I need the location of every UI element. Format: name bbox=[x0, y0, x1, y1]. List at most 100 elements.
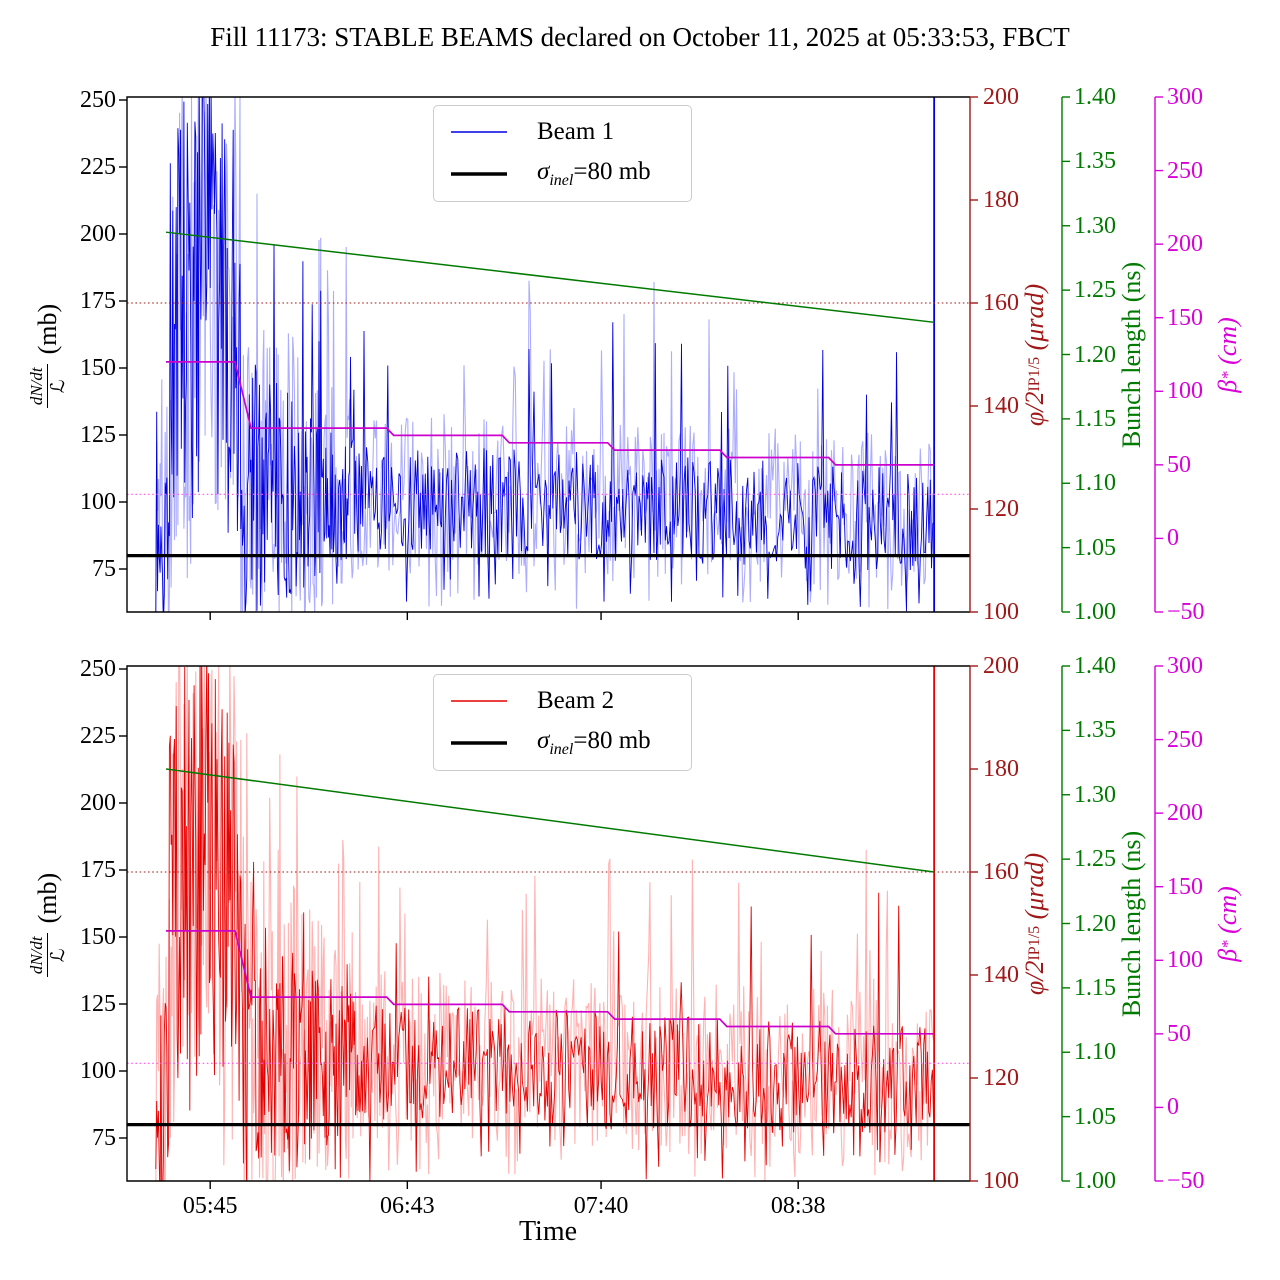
crossing-angle-symbol: φ/2 bbox=[1020, 391, 1049, 427]
bunch-length-label-text: Bunch length (ns) bbox=[1117, 261, 1146, 449]
sigma-value: =80 mb bbox=[573, 727, 651, 754]
crossing-tick-label: 120 bbox=[983, 1065, 1019, 1091]
beta-tick-label: 150 bbox=[1167, 304, 1203, 331]
crossing-tick-label: 180 bbox=[983, 187, 1019, 213]
crossing-tick-label: 160 bbox=[983, 859, 1019, 885]
crossing-angle-axis-label-top: φ/2 IP1/5 (μrad) bbox=[1010, 225, 1060, 485]
bunch-length-line bbox=[165, 768, 935, 873]
bunch-tick-label: 1.15 bbox=[1074, 974, 1116, 1001]
bunch-tick-label: 1.05 bbox=[1074, 534, 1116, 561]
beta-unit: (cm) bbox=[1213, 317, 1242, 365]
bunch-tick-label: 1.35 bbox=[1074, 717, 1116, 744]
left-tick-label: 100 bbox=[80, 489, 116, 515]
left-tick-label: 125 bbox=[80, 422, 116, 448]
subplot-top bbox=[119, 96, 1163, 620]
crossing-tick-label: 160 bbox=[983, 290, 1019, 316]
legend-beam-label: Beam 2 bbox=[537, 687, 615, 714]
bunch-tick-label: 1.10 bbox=[1074, 470, 1116, 497]
bunch-tick-label: 1.10 bbox=[1074, 1039, 1116, 1066]
beam1-legend-line bbox=[451, 131, 507, 133]
legend-bottom: Beam 2 σinel=80 mb bbox=[433, 674, 692, 771]
crossing-angle-unit: (μrad) bbox=[1020, 283, 1049, 351]
beta-unit: (cm) bbox=[1213, 886, 1242, 934]
x-tick-label: 05:45 bbox=[182, 1193, 238, 1219]
beta-star-step-line bbox=[166, 930, 935, 1035]
bunch-tick-label: 1.05 bbox=[1074, 1103, 1116, 1130]
legend-beam-label: Beam 1 bbox=[537, 118, 615, 145]
bunch-tick-label: 1.00 bbox=[1074, 599, 1116, 625]
left-tick-label: 225 bbox=[80, 723, 116, 749]
left-tick-label: 250 bbox=[80, 87, 116, 113]
legend-top: Beam 1 σinel=80 mb bbox=[433, 105, 692, 202]
bunch-tick-label: 1.40 bbox=[1074, 84, 1116, 110]
legend-sigma-label: σinel=80 mb bbox=[537, 727, 651, 759]
beam-trace-light bbox=[155, 97, 935, 612]
beta-tick-label: 50 bbox=[1167, 1020, 1191, 1047]
crossing-angle-unit: (μrad) bbox=[1020, 852, 1049, 920]
crossing-angle-subscript: IP1/5 bbox=[1026, 356, 1043, 392]
beta-tick-label: 100 bbox=[1167, 378, 1203, 405]
left-tick-label: 175 bbox=[80, 857, 116, 883]
sigma-legend-line bbox=[451, 741, 507, 745]
beam2-legend-line bbox=[451, 700, 507, 702]
sigma-subscript: inel bbox=[549, 172, 574, 189]
crossing-angle-symbol: φ/2 bbox=[1020, 960, 1049, 996]
bunch-tick-label: 1.35 bbox=[1074, 148, 1116, 175]
crossing-tick-label: 180 bbox=[983, 756, 1019, 782]
left-tick-label: 200 bbox=[80, 790, 116, 816]
beta-tick-label: −50 bbox=[1167, 1167, 1205, 1194]
sigma-legend-line bbox=[451, 172, 507, 176]
left-tick-label: 150 bbox=[80, 355, 116, 381]
beam-trace bbox=[155, 666, 935, 1181]
beta-star-superscript: * bbox=[1218, 371, 1237, 380]
left-tick-label: 125 bbox=[80, 991, 116, 1017]
bunch-tick-label: 1.15 bbox=[1074, 405, 1116, 432]
crossing-tick-label: 140 bbox=[983, 962, 1019, 988]
beta-tick-label: 100 bbox=[1167, 947, 1203, 974]
left-tick-label: 250 bbox=[80, 656, 116, 682]
axes-spines bbox=[126, 665, 970, 1182]
bunch-tick-label: 1.25 bbox=[1074, 846, 1116, 873]
beta-tick-label: 300 bbox=[1167, 84, 1203, 110]
sigma-symbol: σ bbox=[537, 727, 550, 754]
beta-tick-label: 200 bbox=[1167, 231, 1203, 258]
bunch-length-line bbox=[165, 231, 935, 324]
x-tick-label: 06:43 bbox=[379, 1193, 435, 1219]
beta-tick-label: −50 bbox=[1167, 598, 1205, 625]
left-tick-label: 100 bbox=[80, 1058, 116, 1084]
crossing-tick-label: 120 bbox=[983, 496, 1019, 522]
subplot-bottom bbox=[119, 665, 1163, 1189]
beta-tick-label: 200 bbox=[1167, 800, 1203, 827]
left-tick-label: 150 bbox=[80, 924, 116, 950]
crossing-tick-label: 100 bbox=[983, 1168, 1019, 1194]
axes-spines bbox=[126, 96, 970, 613]
bunch-tick-label: 1.30 bbox=[1074, 212, 1116, 239]
beta-tick-label: 250 bbox=[1167, 726, 1203, 753]
sigma-value: =80 mb bbox=[573, 158, 651, 185]
left-tick-label: 175 bbox=[80, 288, 116, 314]
legend-sigma-label: σinel=80 mb bbox=[537, 158, 651, 190]
beta-tick-label: 0 bbox=[1167, 525, 1179, 552]
beta-star-step-line bbox=[166, 361, 935, 466]
x-tick-label: 08:38 bbox=[770, 1193, 826, 1219]
crossing-angle-axis-label-bottom: φ/2 IP1/5 (μrad) bbox=[1010, 794, 1060, 1054]
sigma-symbol: σ bbox=[537, 158, 550, 185]
beta-star-axis-label-bottom: β * (cm) bbox=[1203, 794, 1253, 1054]
bunch-tick-label: 1.20 bbox=[1074, 910, 1116, 937]
bunch-tick-label: 1.00 bbox=[1074, 1168, 1116, 1194]
figure-title: Fill 11173: STABLE BEAMS declared on Oct… bbox=[210, 22, 1070, 52]
bunch-length-label-text: Bunch length (ns) bbox=[1117, 830, 1146, 1018]
beta-tick-label: 150 bbox=[1167, 873, 1203, 900]
beta-symbol: β bbox=[1213, 379, 1242, 393]
beam-trace bbox=[155, 97, 935, 612]
crossing-tick-label: 100 bbox=[983, 599, 1019, 625]
beta-star-superscript: * bbox=[1218, 940, 1237, 949]
x-axis-label: Time bbox=[518, 1216, 578, 1247]
bunch-tick-label: 1.30 bbox=[1074, 781, 1116, 808]
left-tick-label: 200 bbox=[80, 221, 116, 247]
bunch-tick-label: 1.20 bbox=[1074, 341, 1116, 368]
sigma-subscript: inel bbox=[549, 741, 574, 758]
crossing-tick-label: 200 bbox=[983, 84, 1019, 110]
bunch-tick-label: 1.25 bbox=[1074, 277, 1116, 304]
beta-tick-label: 0 bbox=[1167, 1094, 1179, 1121]
